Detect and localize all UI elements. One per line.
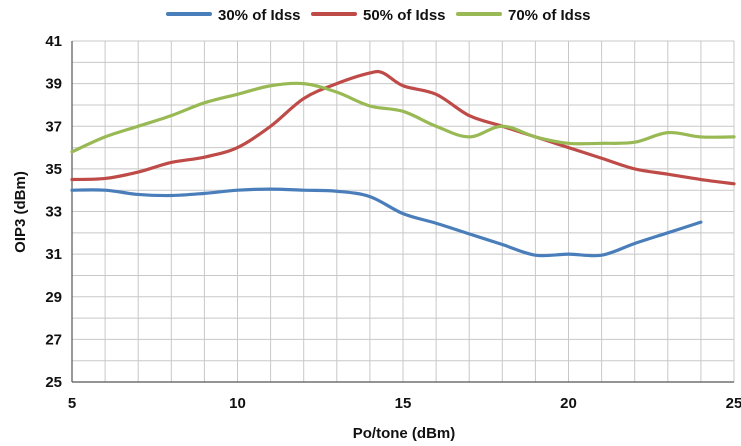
- y-tick-label: 25: [45, 374, 62, 391]
- series-70-percent-idss-line: [70, 81, 736, 154]
- y-tick-label: 39: [45, 76, 62, 93]
- x-axis-label: Po/tone (dBm): [353, 425, 456, 442]
- legend-label: 70% of Idss: [508, 7, 591, 24]
- y-tick-label: 37: [45, 118, 62, 135]
- y-tick-label: 33: [45, 204, 62, 221]
- y-axis-label: OIP3 (dBm): [12, 171, 29, 253]
- y-tick-label: 29: [45, 289, 62, 306]
- legend-item: 70% of Idss: [456, 7, 591, 24]
- legend-item: 50% of Idss: [311, 7, 446, 24]
- series-30-percent-idss-line: [70, 187, 703, 258]
- x-tick-label: 5: [68, 395, 76, 412]
- y-tick-label: 31: [45, 246, 62, 263]
- legend-label: 50% of Idss: [363, 7, 446, 24]
- axes: [71, 41, 734, 383]
- legend: 30% of Idss 50% of Idss 70% of Idss: [166, 7, 591, 24]
- x-tick-label: 20: [560, 395, 577, 412]
- legend-item: 30% of Idss: [166, 7, 301, 24]
- y-tick-label: 35: [45, 161, 62, 178]
- x-tick-label: 10: [229, 395, 246, 412]
- x-tick-label: 25: [726, 395, 741, 412]
- series-50-percent-idss-line: [70, 69, 736, 186]
- series-lines: [70, 69, 736, 258]
- x-tick-label: 15: [395, 395, 412, 412]
- tick-labels: 5 10 15 20 25 25 27 29 31 33 35 37 39 41: [45, 33, 741, 412]
- y-tick-label: 27: [45, 331, 62, 348]
- y-tick-label: 41: [45, 33, 62, 50]
- legend-label: 30% of Idss: [218, 7, 301, 24]
- grid: [71, 40, 735, 383]
